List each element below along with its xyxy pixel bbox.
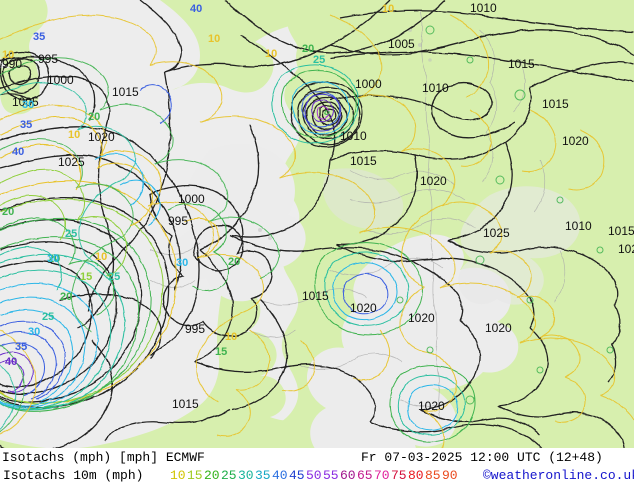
svg-text:1020: 1020 [562,134,589,148]
svg-text:1010: 1010 [422,81,449,95]
svg-text:10: 10 [225,331,237,343]
svg-text:1000: 1000 [47,73,74,87]
svg-text:1020: 1020 [418,399,445,413]
svg-text:1020: 1020 [485,321,512,335]
svg-text:1000: 1000 [178,192,205,206]
svg-text:10: 10 [2,49,14,61]
svg-text:1020: 1020 [408,311,435,325]
svg-text:10: 10 [208,33,220,45]
svg-text:1015: 1015 [302,289,329,303]
svg-text:35: 35 [15,341,27,353]
svg-text:995: 995 [168,214,188,228]
svg-text:1015: 1015 [350,154,377,168]
svg-text:40: 40 [12,146,24,158]
svg-text:1015: 1015 [112,85,139,99]
svg-text:1010: 1010 [340,129,367,143]
svg-text:1020: 1020 [420,174,447,188]
svg-text:10: 10 [95,251,107,263]
svg-text:35: 35 [20,119,32,131]
svg-text:20: 20 [228,256,240,268]
svg-text:10: 10 [265,48,277,60]
svg-text:40: 40 [5,356,17,368]
svg-text:30: 30 [47,253,59,265]
svg-text:1015: 1015 [508,57,535,71]
svg-text:30: 30 [176,257,188,269]
svg-text:20: 20 [88,111,100,123]
svg-text:1005: 1005 [388,37,415,51]
svg-text:995: 995 [185,322,205,336]
svg-text:30: 30 [22,99,34,111]
svg-text:40: 40 [190,3,202,15]
svg-text:25: 25 [313,54,325,66]
svg-text:10: 10 [382,3,394,15]
svg-text:1010: 1010 [565,219,592,233]
svg-text:1020: 1020 [350,301,377,315]
svg-text:1020: 1020 [618,242,634,256]
svg-text:10: 10 [68,129,80,141]
svg-text:20: 20 [60,291,72,303]
svg-text:1015: 1015 [608,224,634,238]
svg-text:30: 30 [28,326,40,338]
svg-text:20: 20 [2,206,14,218]
svg-text:1020: 1020 [88,130,115,144]
svg-text:1015: 1015 [542,97,569,111]
svg-text:25: 25 [108,271,120,283]
svg-text:25: 25 [65,228,77,240]
svg-text:15: 15 [80,271,92,283]
svg-text:1025: 1025 [483,226,510,240]
svg-text:25: 25 [42,311,54,323]
svg-text:995: 995 [38,52,58,66]
svg-text:1015: 1015 [172,397,199,411]
svg-text:1025: 1025 [58,155,85,169]
svg-text:1000: 1000 [355,77,382,91]
svg-text:35: 35 [33,31,45,43]
svg-text:15: 15 [215,346,227,358]
svg-text:1010: 1010 [470,1,497,15]
